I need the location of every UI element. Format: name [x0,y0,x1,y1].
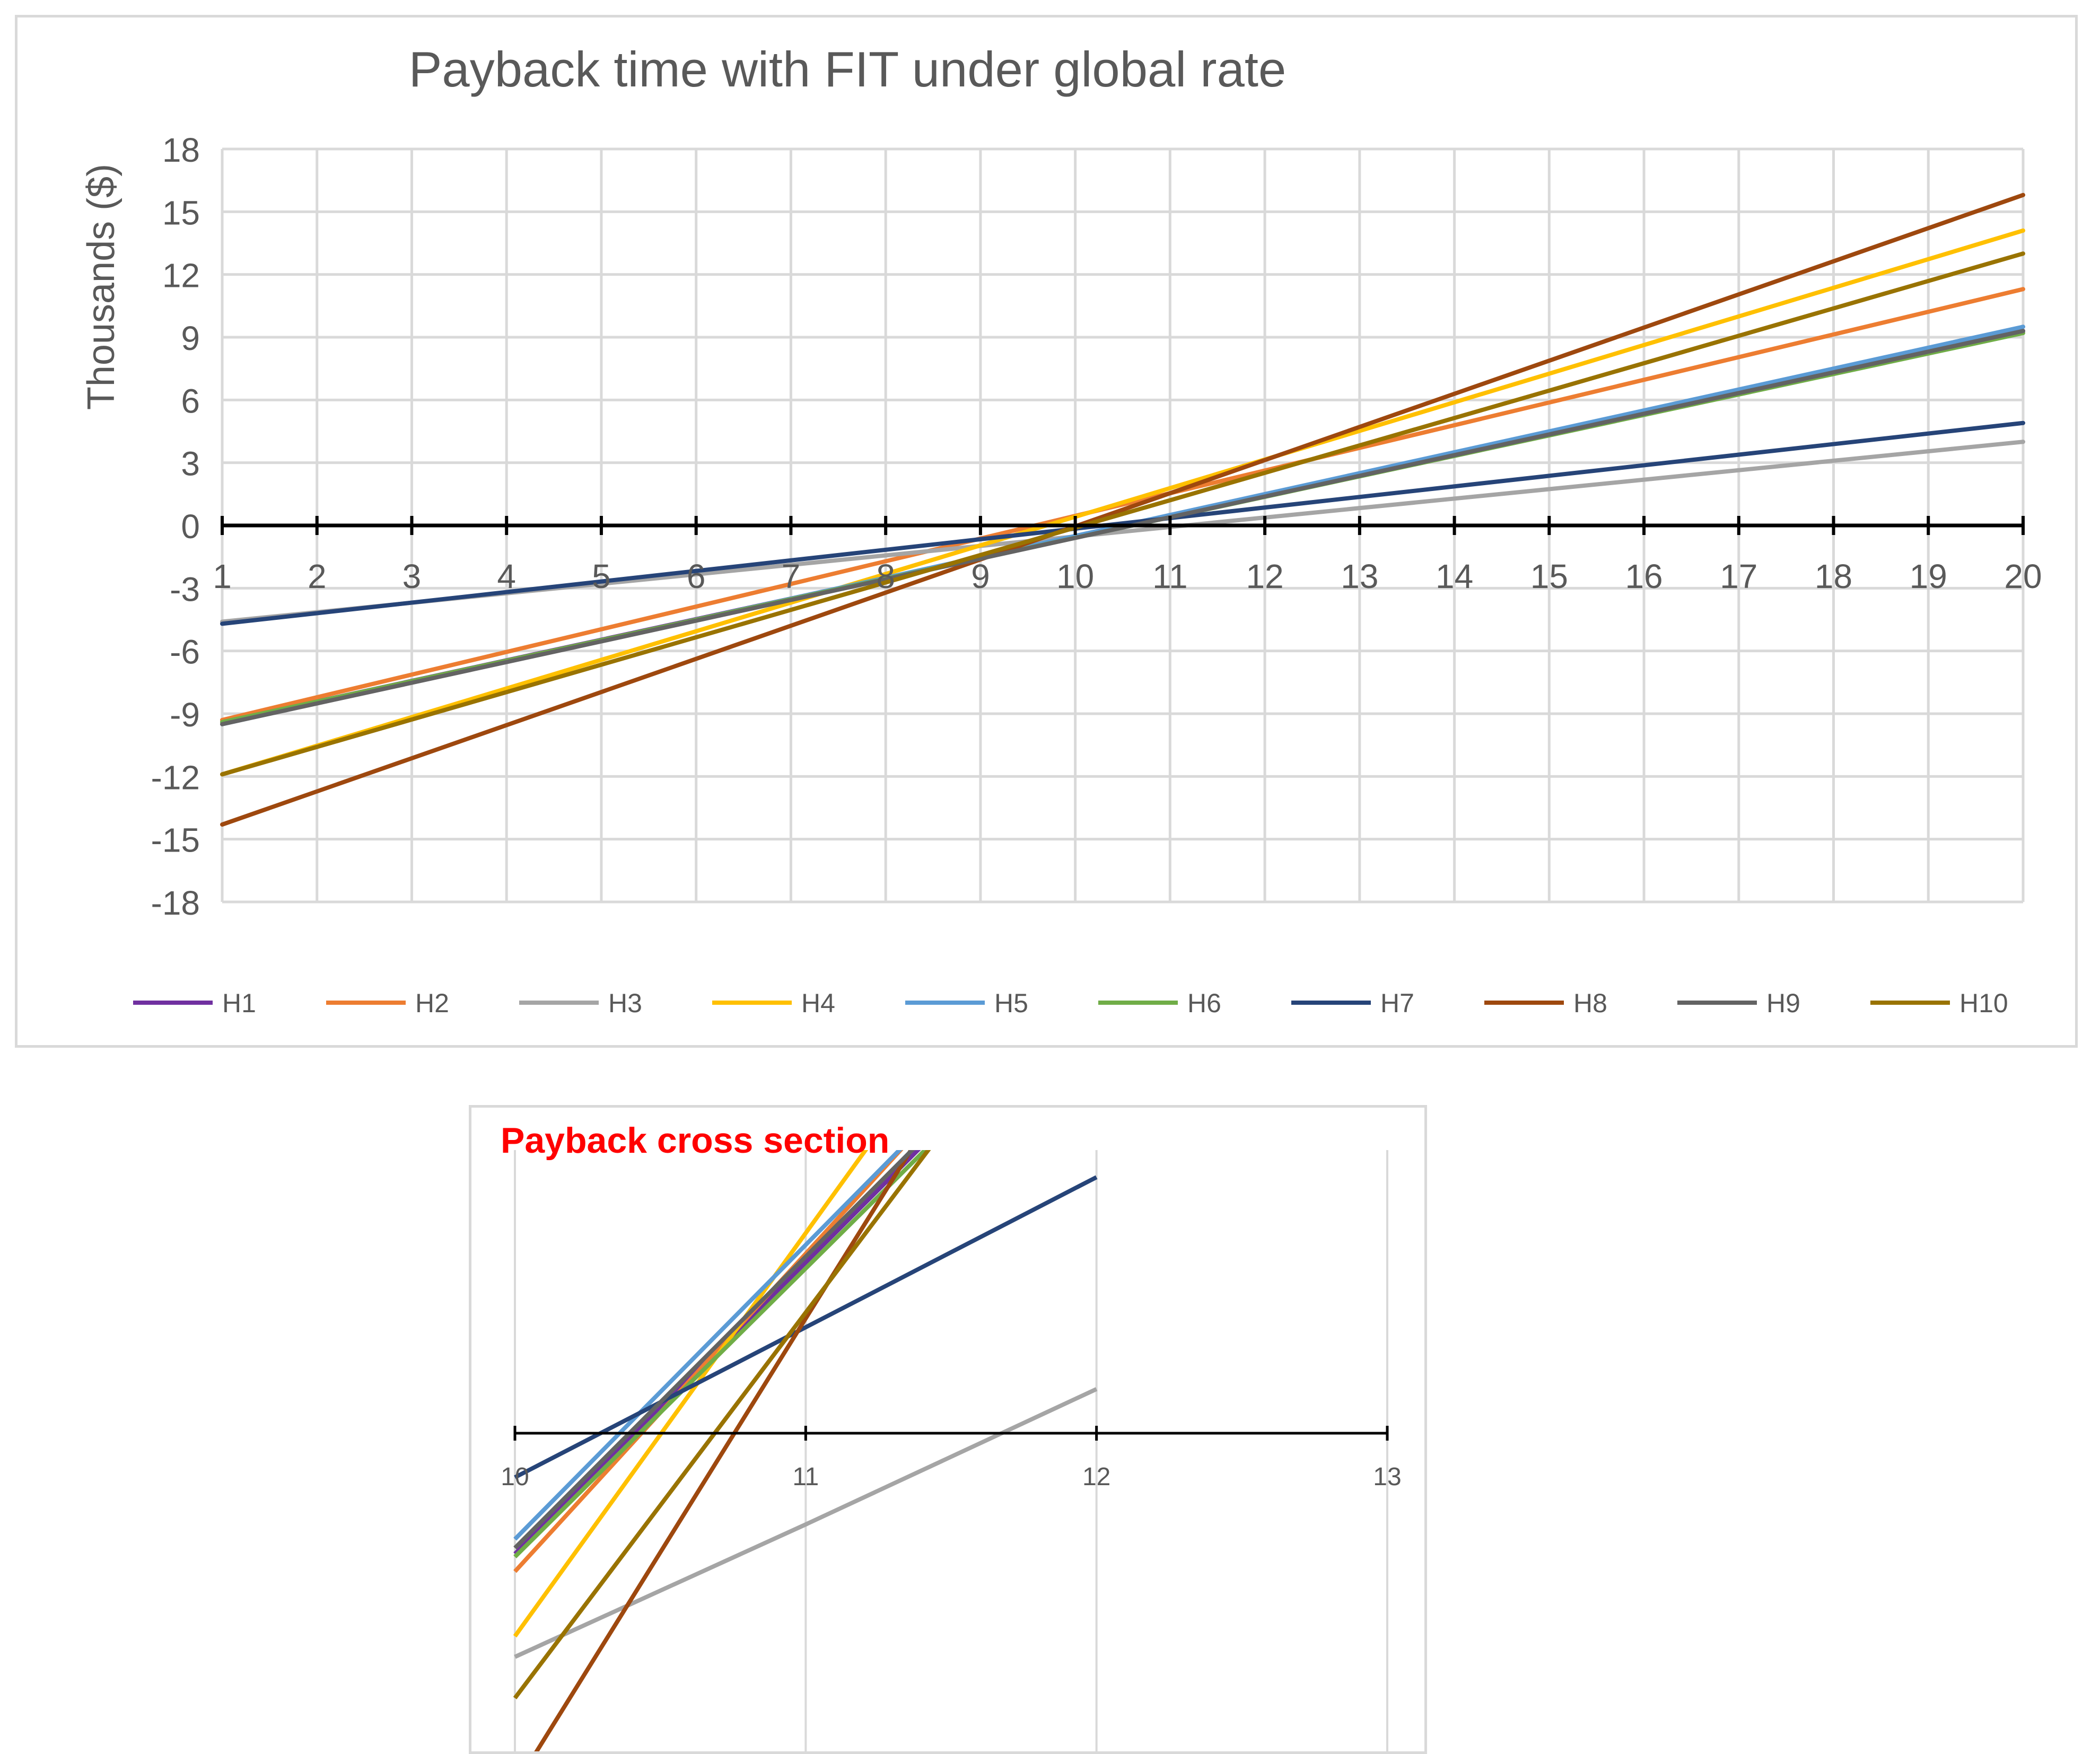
inset-gridlines [514,1150,1388,1751]
legend-label: H9 [1766,988,1800,1018]
legend-label: H5 [994,988,1028,1018]
x-tick-label: 5 [592,557,611,595]
y-tick-label: 12 [162,257,200,295]
y-tick-label: 6 [181,382,200,420]
legend-item-h8: H8 [1484,988,1607,1018]
legend-label: H3 [608,988,642,1018]
x-tick-label: 18 [1815,557,1852,595]
series-line-h4 [220,228,2025,777]
y-tick-label: 0 [181,507,200,546]
y-tick-label: -6 [170,633,200,671]
x-axis [221,516,2025,535]
inset-x-tick-label: 10 [501,1463,529,1491]
x-tick-label: 15 [1530,557,1568,595]
inset-x-tick-label: 11 [792,1463,819,1491]
y-tick-label: 15 [162,194,200,232]
legend-item-h6: H6 [1098,988,1221,1018]
inset-series-line-h8 [534,1150,914,1751]
inset-chart-frame: 10 11 12 13 Payback cross section [469,1105,1427,1754]
y-tick-label: -18 [151,884,200,922]
x-tick-label: 1 [213,557,232,595]
legend-item-h9: H9 [1677,988,1800,1018]
x-tick-label: 19 [1910,557,1947,595]
inset-series-line-h5 [513,1150,903,1541]
inset-series-line-h7 [514,1175,1098,1479]
series-line-h8 [220,192,2025,827]
x-tick-label: 11 [1152,557,1187,595]
main-chart-frame: Payback time with FIT under global rate … [15,15,2078,1048]
y-tick-label: -15 [151,821,200,860]
y-tick-label: 3 [181,445,200,483]
y-tick-label: 9 [181,319,200,357]
x-tick-label: 2 [308,557,327,595]
legend-item-h2: H2 [326,988,449,1018]
legend-item-h1: H1 [133,988,256,1018]
x-tick-label: 17 [1720,557,1757,595]
series-line-h7 [220,420,2025,626]
inset-series-line-h10 [513,1150,931,1699]
inset-series-group [513,1150,1098,1751]
inset-x-tick-labels: 10 11 12 13 [501,1463,1401,1491]
legend-label: H4 [801,988,835,1018]
series-line-h9 [220,329,2025,726]
inset-series-line-h9 [513,1150,915,1550]
legend-item-h5: H5 [905,988,1028,1018]
legend-item-h4: H4 [712,988,835,1018]
inset-series-line-h4 [513,1150,869,1638]
x-tick-label: 16 [1625,557,1662,595]
x-tick-label: 8 [876,557,895,595]
main-chart: Payback time with FIT under global rate … [80,41,2042,1018]
x-tick-label: 7 [782,557,801,595]
legend-label: H6 [1187,988,1221,1018]
inset-x-tick-label: 12 [1082,1463,1110,1491]
x-tick-label: 13 [1341,557,1378,595]
y-tick-label: -12 [151,758,200,796]
y-axis-label: Thousands ($) [80,164,122,410]
legend-item-h7: H7 [1291,988,1414,1018]
legend-label: H7 [1380,988,1414,1018]
legend-label: H2 [415,988,449,1018]
y-tick-labels: 18 15 12 9 6 3 0 -3 -6 -9 -12 -15 -18 [151,131,200,922]
inset-x-tick-label: 13 [1373,1463,1401,1491]
legend-label: H1 [222,988,256,1018]
y-tick-label: -3 [170,570,200,608]
y-tick-label: 18 [162,131,200,169]
series-line-h10 [220,251,2025,777]
legend: H1 H2 H3 H4 H5 H6 H7 H8 H9 H10 [133,988,2008,1018]
x-tick-label: 10 [1056,557,1094,595]
legend-label: H8 [1573,988,1607,1018]
legend-label: H10 [1959,988,2008,1018]
x-tick-label: 3 [402,557,422,595]
x-tick-label: 14 [1436,557,1473,595]
inset-series-line-h6 [513,1150,929,1558]
legend-item-h10: H10 [1870,988,2008,1018]
x-tick-label: 12 [1246,557,1284,595]
series-group [220,192,2025,827]
chart-title: Payback time with FIT under global rate [409,41,1287,97]
x-tick-label: 20 [2004,557,2042,595]
y-tick-label: -9 [170,696,200,734]
inset-chart: 10 11 12 13 Payback cross section [501,1120,1402,1751]
x-tick-label: 6 [687,557,706,595]
x-tick-labels: 1 2 3 4 5 6 7 8 9 10 11 12 13 14 15 16 17 18 19 20 [213,557,2042,595]
legend-item-h3: H3 [519,988,642,1018]
inset-chart-title: Payback cross section [501,1120,889,1161]
x-tick-label: 4 [497,557,516,595]
inset-series-line-h1 [513,1150,921,1556]
inset-x-axis [513,1426,1389,1441]
x-tick-label: 9 [971,557,990,595]
